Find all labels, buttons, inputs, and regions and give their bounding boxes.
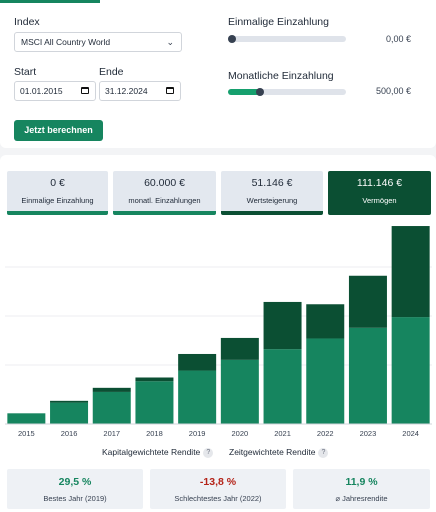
tile-label: monatl. Einzahlungen — [128, 196, 201, 205]
index-label: Index — [14, 16, 40, 28]
start-date-value: 01.01.2015 — [20, 86, 63, 96]
x-tick-label: 2017 — [103, 429, 120, 438]
start-label: Start — [14, 66, 37, 78]
start-date-input[interactable]: 01.01.2015 — [14, 81, 96, 101]
stat-label: Schlechtestes Jahr (2022) — [174, 494, 262, 503]
bar-deposits-2024 — [391, 317, 430, 424]
bar-gains-2024 — [391, 226, 430, 318]
bar-gains-2016 — [50, 400, 89, 403]
x-tick-label: 2024 — [402, 429, 419, 438]
tile-label: Einmalige Einzahlung — [21, 196, 94, 205]
capital-weighted-toggle[interactable]: Kapitalgewichtete Rendite? — [102, 447, 214, 458]
capital-weighted-label: Kapitalgewichtete Rendite — [102, 447, 201, 457]
tile-value: 0 € — [50, 177, 65, 189]
monthly-deposit-slider[interactable] — [228, 88, 346, 96]
one-time-deposit-slider[interactable] — [228, 35, 346, 43]
stat-label: Bestes Jahr (2019) — [43, 494, 107, 503]
bar-deposits-2022 — [306, 338, 345, 424]
bar-deposits-2019 — [178, 370, 217, 424]
help-icon[interactable]: ? — [203, 447, 214, 458]
index-select[interactable]: MSCI All Country World ⌄ — [14, 32, 182, 52]
stat-value: -13,8 % — [199, 476, 237, 488]
tile-wealth[interactable]: 111.146 € Vermögen — [328, 171, 431, 215]
bar-gains-2017 — [92, 387, 131, 392]
stat-label: ⌀ Jahresrendite — [335, 494, 388, 503]
bar-deposits-2015 — [7, 413, 46, 424]
accent-bar — [0, 0, 100, 3]
stat-worst-year: -13,8 % Schlechtestes Jahr (2022) — [150, 469, 286, 509]
time-weighted-toggle[interactable]: Zeitgewichtete Rendite? — [229, 447, 329, 458]
end-label: Ende — [99, 66, 124, 78]
bar-deposits-2020 — [220, 359, 259, 424]
bar-gains-2022 — [306, 304, 345, 339]
bar-deposits-2023 — [348, 327, 387, 424]
one-time-deposit-label: Einmalige Einzahlung — [228, 16, 329, 28]
end-date-value: 31.12.2024 — [105, 86, 148, 96]
bar-deposits-2016 — [50, 402, 89, 424]
tile-label: Vermögen — [362, 196, 397, 205]
index-select-value: MSCI All Country World — [21, 37, 111, 47]
monthly-slider-handle[interactable] — [255, 88, 264, 96]
calendar-icon[interactable] — [81, 87, 89, 94]
tile-value: 60.000 € — [144, 177, 185, 189]
calendar-icon[interactable] — [166, 87, 174, 94]
monthly-deposit-value: 500,00 € — [375, 86, 411, 96]
tile-indicator — [7, 211, 108, 215]
stat-value: 11,9 % — [345, 476, 378, 488]
bar-gains-2018 — [135, 377, 174, 382]
x-tick-label: 2018 — [146, 429, 163, 438]
monthly-deposit-label: Monatliche Einzahlung — [228, 70, 334, 82]
bar-deposits-2017 — [92, 391, 131, 424]
tile-monthly[interactable]: 60.000 € monatl. Einzahlungen — [113, 171, 216, 215]
x-tick-label: 2020 — [232, 429, 249, 438]
one-time-slider-handle[interactable] — [228, 35, 236, 43]
end-date-input[interactable]: 31.12.2024 — [99, 81, 181, 101]
tile-one-time[interactable]: 0 € Einmalige Einzahlung — [7, 171, 108, 215]
tile-value: 51.146 € — [251, 177, 293, 189]
bar-gains-2019 — [178, 353, 217, 371]
stat-value: 29,5 % — [58, 476, 92, 488]
bar-gains-2020 — [220, 337, 259, 360]
x-tick-label: 2021 — [274, 429, 291, 438]
x-tick-label: 2023 — [360, 429, 377, 438]
calculate-button[interactable]: Jetzt berechnen — [14, 120, 103, 141]
chevron-down-icon: ⌄ — [166, 37, 174, 47]
stat-average-return: 11,9 % ⌀ Jahresrendite — [293, 469, 430, 509]
x-tick-label: 2022 — [317, 429, 334, 438]
tile-value-increase[interactable]: 51.146 € Wertsteigerung — [221, 171, 323, 215]
stat-best-year: 29,5 % Bestes Jahr (2019) — [7, 469, 143, 509]
one-time-deposit-value: 0,00 € — [385, 34, 411, 44]
tile-value: 111.146 € — [356, 177, 403, 189]
bar-deposits-2018 — [135, 381, 174, 424]
help-icon[interactable]: ? — [318, 447, 329, 458]
x-tick-label: 2015 — [18, 429, 35, 438]
tile-indicator — [221, 211, 323, 215]
bar-gains-2021 — [263, 301, 302, 350]
time-weighted-label: Zeitgewichtete Rendite — [229, 447, 316, 457]
x-tick-label: 2016 — [61, 429, 78, 438]
x-tick-label: 2019 — [189, 429, 206, 438]
monthly-slider-fill — [228, 89, 260, 95]
tile-indicator — [113, 211, 216, 215]
bar-deposits-2021 — [263, 349, 302, 424]
bar-gains-2023 — [348, 275, 387, 328]
tile-label: Wertsteigerung — [246, 196, 298, 205]
